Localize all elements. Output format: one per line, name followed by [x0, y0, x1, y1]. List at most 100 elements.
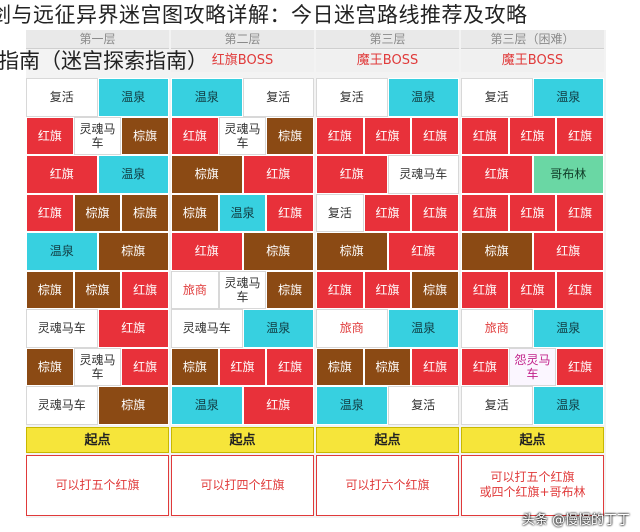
maze-node-red-flag[interactable]: 红旗 — [171, 116, 219, 155]
maze-node-brown-flag[interactable]: 棕旗 — [316, 347, 364, 386]
maze-node-red-flag[interactable]: 红旗 — [411, 116, 459, 155]
maze-node-brown-flag[interactable]: 棕旗 — [121, 116, 169, 155]
maze-node-revive[interactable]: 复活 — [26, 78, 98, 117]
maze-node-red-flag[interactable]: 红旗 — [316, 116, 364, 155]
maze-node-red-flag[interactable]: 红旗 — [26, 116, 74, 155]
maze-node-red-flag[interactable]: 红旗 — [461, 270, 509, 309]
maze-node-brown-flag[interactable]: 棕旗 — [363, 347, 412, 386]
maze-node-red-flag[interactable]: 红旗 — [411, 193, 459, 232]
maze-node-hot-spring[interactable]: 温泉 — [171, 78, 243, 117]
maze-node-red-flag[interactable]: 红旗 — [242, 155, 314, 194]
maze-node-brown-flag[interactable]: 棕旗 — [171, 193, 219, 232]
maze-node-brown-flag[interactable]: 棕旗 — [26, 347, 74, 386]
maze-node-brown-flag[interactable]: 棕旗 — [97, 386, 169, 425]
maze-node-red-flag[interactable]: 红旗 — [461, 193, 509, 232]
maze-node-red-flag[interactable]: 红旗 — [556, 347, 604, 386]
floor-header: 第三层（困难） — [461, 30, 604, 49]
maze-node-red-flag[interactable]: 红旗 — [461, 347, 509, 386]
maze-node-goblin[interactable]: 哥布林 — [532, 155, 604, 194]
maze-node-brown-flag[interactable]: 棕旗 — [266, 116, 314, 155]
boss-label: 魔王BOSS — [461, 50, 604, 72]
maze-node-revive[interactable]: 复活 — [461, 78, 533, 117]
maze-node-red-flag[interactable]: 红旗 — [363, 270, 412, 309]
maze-node-red-flag[interactable]: 红旗 — [363, 116, 412, 155]
maze-node-red-flag[interactable]: 红旗 — [508, 116, 557, 155]
maze-node-hot-spring[interactable]: 温泉 — [316, 386, 388, 425]
maze-node-brown-flag[interactable]: 棕旗 — [411, 270, 459, 309]
maze-node-brown-flag[interactable]: 棕旗 — [316, 232, 388, 271]
red-flag-note: 可以打五个红旗 — [26, 454, 169, 516]
maze-node-soul-carriage[interactable]: 灵魂马车 — [387, 155, 459, 194]
boss-label: 魔王BOSS — [316, 50, 459, 72]
maze-node-red-flag[interactable]: 红旗 — [266, 347, 314, 386]
maze-node-red-flag[interactable]: 红旗 — [316, 155, 388, 194]
maze-node-red-flag[interactable]: 红旗 — [121, 270, 169, 309]
maze-node-soul-carriage[interactable]: 灵魂马车 — [26, 309, 98, 348]
maze-node-revive[interactable]: 复活 — [461, 386, 533, 425]
maze-node-merchant[interactable]: 旅商 — [461, 309, 533, 348]
maze-node-red-flag[interactable]: 红旗 — [532, 232, 604, 271]
maze-node-hot-spring[interactable]: 温泉 — [532, 78, 604, 117]
maze-map: 第一层 复活 温泉 红旗 灵魂马 车棕旗 红旗 温泉 红旗 棕旗 棕旗 温泉 棕旗 棕旗 棕旗 红旗 灵魂马车… — [26, 30, 606, 518]
maze-node-red-flag[interactable]: 红旗 — [411, 347, 459, 386]
maze-node-red-flag[interactable]: 红旗 — [316, 270, 364, 309]
start-point: 起点 — [171, 426, 314, 453]
maze-node-hot-spring[interactable]: 温泉 — [532, 309, 604, 348]
maze-node-red-flag[interactable]: 红旗 — [363, 193, 412, 232]
maze-node-soul-carriage[interactable]: 灵魂马 车 — [73, 347, 122, 386]
maze-node-brown-flag[interactable]: 棕旗 — [266, 270, 314, 309]
red-flag-note: 可以打五个红旗 或四个红旗+哥布林 — [461, 454, 604, 516]
maze-node-soul-carriage[interactable]: 灵魂马 车 — [73, 116, 122, 155]
maze-node-revive[interactable]: 复活 — [387, 386, 459, 425]
maze-node-hot-spring[interactable]: 温泉 — [97, 78, 169, 117]
maze-node-red-flag[interactable]: 红旗 — [556, 116, 604, 155]
maze-node-red-flag[interactable]: 红旗 — [387, 232, 459, 271]
maze-node-red-flag[interactable]: 红旗 — [266, 193, 314, 232]
maze-node-hot-spring[interactable]: 温泉 — [97, 155, 169, 194]
maze-node-hot-spring[interactable]: 温泉 — [171, 386, 243, 425]
maze-node-brown-flag[interactable]: 棕旗 — [242, 232, 314, 271]
maze-node-red-flag[interactable]: 红旗 — [26, 193, 74, 232]
maze-node-red-flag[interactable]: 红旗 — [26, 155, 98, 194]
maze-node-red-flag[interactable]: 红旗 — [97, 309, 169, 348]
maze-node-brown-flag[interactable]: 棕旗 — [73, 193, 122, 232]
maze-node-merchant[interactable]: 旅商 — [316, 309, 388, 348]
maze-node-soul-carriage[interactable]: 灵魂马车 — [171, 309, 243, 348]
maze-node-hot-spring[interactable]: 温泉 — [532, 386, 604, 425]
maze-node-soul-carriage[interactable]: 灵魂马 车 — [218, 270, 267, 309]
maze-node-brown-flag[interactable]: 棕旗 — [461, 232, 533, 271]
floor-header: 第一层 — [26, 30, 169, 49]
maze-node-soul-carriage[interactable]: 灵魂马车 — [26, 386, 98, 425]
maze-node-red-flag[interactable]: 红旗 — [508, 193, 557, 232]
maze-node-red-flag[interactable]: 红旗 — [556, 270, 604, 309]
maze-node-red-flag[interactable]: 红旗 — [242, 386, 314, 425]
maze-node-red-flag[interactable]: 红旗 — [218, 347, 267, 386]
maze-node-brown-flag[interactable]: 棕旗 — [171, 347, 219, 386]
maze-node-wraith-carriage[interactable]: 怨灵马 车 — [508, 347, 557, 386]
floor-header: 第二层 — [171, 30, 314, 49]
maze-node-revive[interactable]: 复活 — [316, 193, 364, 232]
maze-node-hot-spring[interactable]: 温泉 — [387, 309, 459, 348]
maze-node-hot-spring[interactable]: 温泉 — [242, 309, 314, 348]
maze-node-merchant[interactable]: 旅商 — [171, 270, 219, 309]
maze-node-red-flag[interactable]: 红旗 — [508, 270, 557, 309]
watermark: 头条 @慢慢的丁丁 — [521, 513, 630, 528]
maze-node-hot-spring[interactable]: 温泉 — [26, 232, 98, 271]
maze-node-brown-flag[interactable]: 棕旗 — [97, 232, 169, 271]
maze-node-revive[interactable]: 复活 — [242, 78, 314, 117]
start-point: 起点 — [26, 426, 169, 453]
maze-node-brown-flag[interactable]: 棕旗 — [121, 193, 169, 232]
maze-node-red-flag[interactable]: 红旗 — [461, 155, 533, 194]
maze-node-brown-flag[interactable]: 棕旗 — [26, 270, 74, 309]
maze-node-revive[interactable]: 复活 — [316, 78, 388, 117]
maze-node-brown-flag[interactable]: 棕旗 — [171, 155, 243, 194]
floor-header: 第三层 — [316, 30, 459, 49]
maze-node-red-flag[interactable]: 红旗 — [556, 193, 604, 232]
maze-node-red-flag[interactable]: 红旗 — [171, 232, 243, 271]
maze-node-hot-spring[interactable]: 温泉 — [387, 78, 459, 117]
maze-node-red-flag[interactable]: 红旗 — [121, 347, 169, 386]
maze-node-red-flag[interactable]: 红旗 — [461, 116, 509, 155]
maze-node-soul-carriage[interactable]: 灵魂马 车 — [218, 116, 267, 155]
maze-node-brown-flag[interactable]: 棕旗 — [73, 270, 122, 309]
maze-node-hot-spring[interactable]: 温泉 — [218, 193, 267, 232]
